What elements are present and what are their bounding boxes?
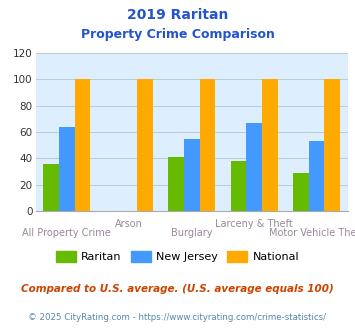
Text: Property Crime Comparison: Property Crime Comparison xyxy=(81,28,274,41)
Text: Compared to U.S. average. (U.S. average equals 100): Compared to U.S. average. (U.S. average … xyxy=(21,284,334,294)
Text: Arson: Arson xyxy=(115,219,143,229)
Bar xyxy=(184,139,200,211)
Bar xyxy=(324,79,340,211)
Bar xyxy=(262,79,278,211)
Text: Motor Vehicle Theft: Motor Vehicle Theft xyxy=(269,228,355,238)
Bar xyxy=(200,79,215,211)
Bar xyxy=(137,79,153,211)
Legend: Raritan, New Jersey, National: Raritan, New Jersey, National xyxy=(51,247,304,266)
Bar xyxy=(293,173,309,211)
Text: Burglary: Burglary xyxy=(171,228,212,238)
Bar xyxy=(246,123,262,211)
Text: All Property Crime: All Property Crime xyxy=(22,228,111,238)
Text: Larceny & Theft: Larceny & Theft xyxy=(215,219,293,229)
Bar xyxy=(309,141,324,211)
Text: © 2025 CityRating.com - https://www.cityrating.com/crime-statistics/: © 2025 CityRating.com - https://www.city… xyxy=(28,314,327,322)
Bar xyxy=(168,157,184,211)
Bar xyxy=(75,79,90,211)
Text: 2019 Raritan: 2019 Raritan xyxy=(127,8,228,22)
Bar xyxy=(59,127,75,211)
Bar xyxy=(231,161,246,211)
Bar xyxy=(43,164,59,211)
